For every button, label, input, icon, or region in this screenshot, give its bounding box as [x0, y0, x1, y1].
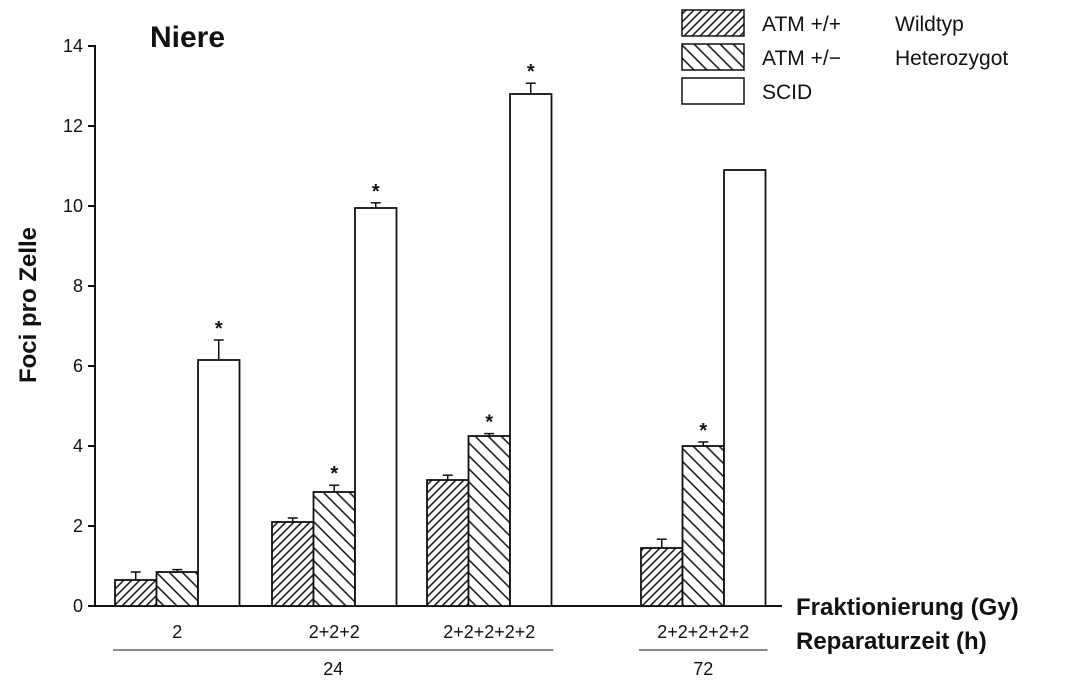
legend-swatch [681, 43, 745, 71]
y-ticks: 0 2 4 6 8 10 12 14 [63, 36, 95, 616]
bar [681, 445, 725, 607]
bar [509, 93, 553, 607]
y-tick-label: 14 [63, 36, 83, 56]
bar [354, 207, 398, 607]
y-tick-label: 2 [73, 516, 83, 536]
category-labels: 2 2+2+2 2+2+2+2+2 2+2+2+2+2 [172, 622, 749, 642]
x-row2-label: Reparaturzeit (h) [796, 628, 987, 655]
chart-title: Niere [150, 21, 225, 54]
bar [271, 521, 315, 607]
category-label: 2+2+2+2+2 [443, 622, 535, 642]
significance-marker: * [485, 412, 493, 434]
y-tick-label: 6 [73, 356, 83, 376]
bar [467, 435, 511, 607]
legend: ATM +/+ Wildtyp ATM +/− Heterozygot SCID [681, 9, 1008, 105]
bar [426, 479, 470, 607]
bar [640, 547, 684, 607]
legend-series-name: SCID [762, 81, 812, 104]
x-row1-label: Fraktionierung (Gy) [796, 594, 1019, 621]
legend-swatch [681, 77, 745, 105]
bar [197, 359, 241, 607]
legend-swatch [681, 9, 745, 37]
significance-marker: * [372, 181, 380, 203]
repair-time-groups: 24 72 [113, 649, 768, 679]
bars: * * * * * * [114, 61, 767, 607]
repair-group-label: 24 [323, 659, 343, 678]
significance-marker: * [699, 420, 707, 442]
legend-series-desc: Wildtyp [895, 13, 964, 36]
y-tick-label: 4 [73, 436, 83, 456]
y-tick-label: 10 [63, 196, 83, 216]
significance-marker: * [215, 318, 223, 340]
legend-series-name: ATM +/+ [762, 13, 841, 36]
significance-marker: * [527, 61, 535, 83]
y-tick-label: 12 [63, 116, 83, 136]
bar [114, 579, 158, 607]
y-axis-label: Foci pro Zelle [15, 227, 42, 383]
repair-group-label: 72 [693, 659, 713, 678]
legend-series-name: ATM +/− [762, 47, 841, 70]
bar [155, 571, 199, 607]
y-tick-label: 0 [73, 596, 83, 616]
category-label: 2+2+2 [309, 622, 360, 642]
y-tick-label: 8 [73, 276, 83, 296]
bar [312, 491, 356, 607]
significance-marker: * [330, 463, 338, 485]
bar [723, 169, 767, 607]
legend-series-desc: Heterozygot [895, 47, 1008, 70]
category-label: 2+2+2+2+2 [657, 622, 749, 642]
category-label: 2 [172, 622, 182, 642]
